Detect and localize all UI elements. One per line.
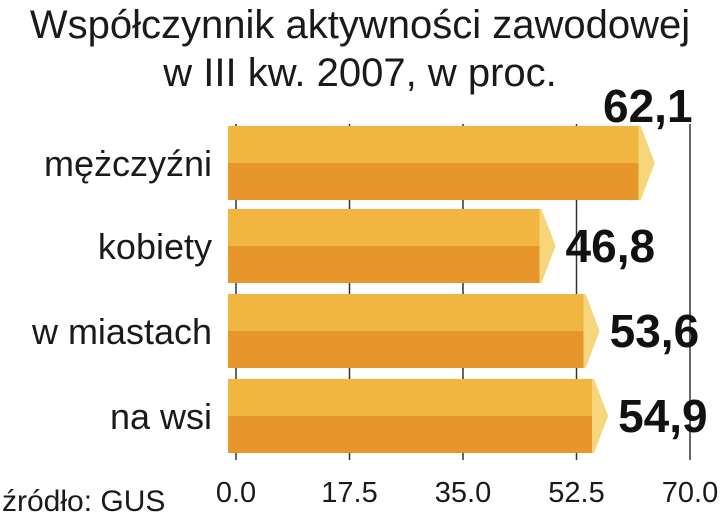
bar-lower xyxy=(228,163,639,200)
chart-title-line-2: w III kw. 2007, w proc. xyxy=(163,51,557,95)
chart-title-line-1: Współczynnik aktywności zawodowej xyxy=(29,3,691,47)
tick-label: 70.0 xyxy=(662,477,718,509)
bar-lower xyxy=(228,416,593,453)
value-label: 62,1 xyxy=(603,80,693,132)
tick-label: 0.0 xyxy=(216,477,256,509)
category-label: kobiety xyxy=(98,226,212,267)
tick-label: 17.5 xyxy=(321,477,377,509)
tick-label: 52.5 xyxy=(548,477,604,509)
tick-label: 35.0 xyxy=(435,477,491,509)
value-label: 54,9 xyxy=(618,390,708,442)
bar-cap xyxy=(583,294,600,368)
bar-upper xyxy=(228,126,639,163)
bar-upper xyxy=(228,379,593,416)
bar-cap xyxy=(539,209,556,283)
bar-upper xyxy=(228,294,584,331)
value-label: 53,6 xyxy=(610,305,700,357)
bar-lower xyxy=(228,246,540,283)
value-label: 46,8 xyxy=(566,220,656,272)
category-label: na wsi xyxy=(110,396,212,437)
bar-cap xyxy=(638,126,655,200)
bar-cap xyxy=(592,379,609,453)
bar-lower xyxy=(228,331,584,368)
source-note: źródło: GUS xyxy=(2,485,166,518)
bar-upper xyxy=(228,209,540,246)
category-label: w miastach xyxy=(31,311,212,352)
category-label: mężczyźni xyxy=(44,143,212,184)
